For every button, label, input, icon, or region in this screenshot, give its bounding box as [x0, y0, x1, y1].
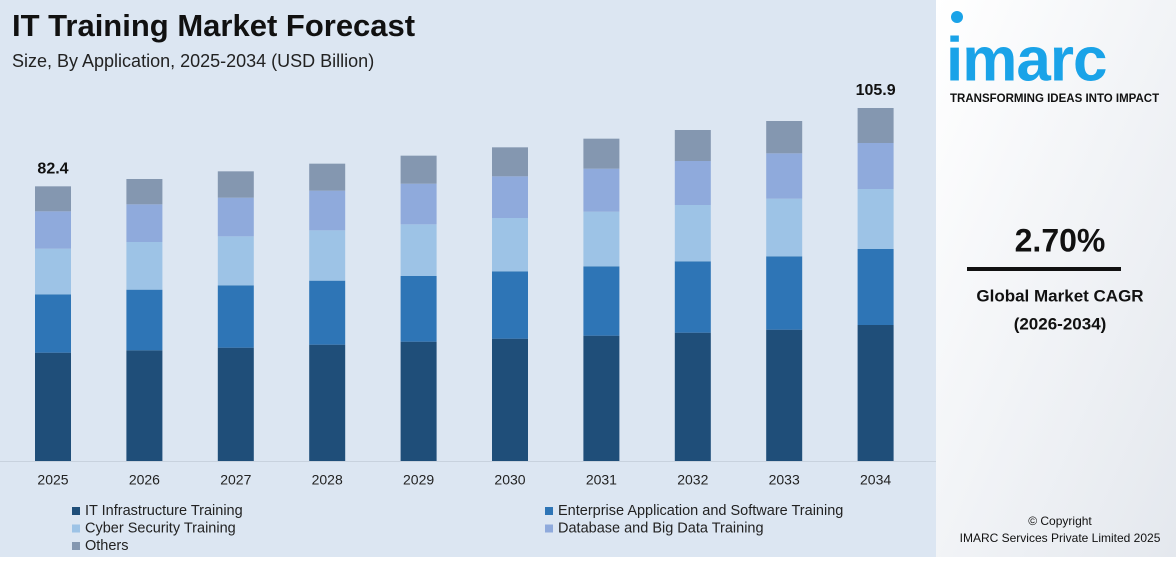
legend-label: Enterprise Application and Software Trai…	[558, 503, 843, 519]
bar-segment	[126, 204, 163, 242]
bar-segment	[126, 179, 163, 205]
bar-segment	[217, 285, 254, 348]
bar-segment	[583, 266, 620, 336]
x-tick-label: 2025	[37, 472, 68, 488]
bar-segment	[583, 168, 620, 212]
bar-segment	[35, 294, 71, 353]
legend-swatch	[72, 507, 80, 515]
bar-segment	[309, 230, 346, 281]
bar-segment	[492, 338, 528, 461]
bar-segment	[126, 242, 163, 290]
bar-segment	[309, 344, 346, 461]
x-tick-label: 2031	[586, 472, 617, 488]
bar-segment	[583, 335, 620, 461]
bar-segment	[492, 271, 528, 339]
legend-label: IT Infrastructure Training	[85, 503, 243, 519]
copyright: © Copyright	[1028, 514, 1092, 528]
x-tick-label: 2032	[677, 472, 708, 488]
x-tick-label: 2028	[312, 472, 343, 488]
cagr-rule	[967, 267, 1121, 271]
cagr-label: Global Market CAGR	[976, 286, 1143, 305]
logo: imarc	[946, 25, 1106, 94]
bar-segment	[492, 218, 528, 272]
x-tick-label: 2030	[494, 472, 525, 488]
bar-segment	[35, 186, 71, 212]
bar-segment	[126, 289, 163, 351]
bar-segment	[674, 161, 711, 205]
bar-segment	[674, 130, 711, 161]
bar-segment	[35, 211, 71, 249]
chart-subtitle: Size, By Application, 2025-2034 (USD Bil…	[12, 51, 374, 71]
x-tick-label: 2033	[769, 472, 800, 488]
legend-label: Database and Big Data Training	[558, 520, 764, 536]
bar-segment	[857, 325, 894, 461]
legend-swatch	[545, 524, 553, 533]
bar-segment	[126, 350, 163, 461]
bar-segment	[674, 261, 711, 333]
bar-segment	[35, 352, 71, 461]
bar-segment	[309, 163, 346, 191]
legend: IT Infrastructure Training Enterprise App…	[72, 503, 843, 554]
bar-segment	[766, 198, 803, 257]
bar-segment	[766, 121, 803, 154]
bar-segment	[674, 205, 711, 262]
bar-segment	[35, 248, 71, 295]
bar-segment	[309, 280, 346, 345]
bar-segment	[583, 211, 620, 267]
tagline: TRANSFORMING IDEAS INTO IMPACT	[950, 93, 1159, 105]
x-tick-label: 2034	[860, 472, 891, 488]
bar-segment	[400, 183, 437, 225]
bar-segment	[309, 190, 346, 231]
bar-segment	[674, 332, 711, 461]
bar-segment	[400, 224, 437, 276]
legend-swatch	[72, 542, 80, 550]
legend-label: Cyber Security Training	[85, 520, 236, 536]
bar-segment	[583, 138, 620, 169]
bar-segment	[857, 143, 894, 189]
legend-label: Others	[85, 538, 129, 554]
x-tick-label: 2029	[403, 472, 434, 488]
total-label: 82.4	[37, 161, 68, 178]
bar-segment	[217, 236, 254, 286]
bar-segment	[400, 155, 437, 184]
legend-swatch	[72, 524, 80, 533]
bar-segment	[492, 176, 528, 218]
legend-swatch	[545, 507, 553, 515]
bar-segment	[217, 197, 254, 237]
x-tick-label: 2027	[220, 472, 251, 488]
bar-segment	[857, 249, 894, 325]
total-label: 105.9	[856, 82, 896, 99]
x-tick-label: 2026	[129, 472, 160, 488]
bar-segment	[857, 108, 894, 143]
bar-segment	[766, 329, 803, 461]
bar-segment	[492, 147, 528, 177]
cagr-value: 2.70%	[1015, 222, 1106, 258]
bar-segment	[766, 153, 803, 199]
chart-title: IT Training Market Forecast	[12, 8, 415, 43]
bar-segment	[217, 347, 254, 461]
bar-segment	[400, 276, 437, 342]
bar-segment	[857, 189, 894, 249]
bar-segment	[766, 256, 803, 330]
sidebar-background	[936, 0, 1176, 557]
bar-segment	[400, 341, 437, 461]
logo-dot	[951, 11, 963, 23]
plot: 82.4 2025 2026 2027 2028 2029 2030 2031 2032 2033…	[35, 82, 896, 488]
company: IMARC Services Private Limited 2025	[960, 531, 1161, 545]
bar-segment	[217, 171, 254, 198]
cagr-period: (2026-2034)	[1014, 314, 1107, 333]
